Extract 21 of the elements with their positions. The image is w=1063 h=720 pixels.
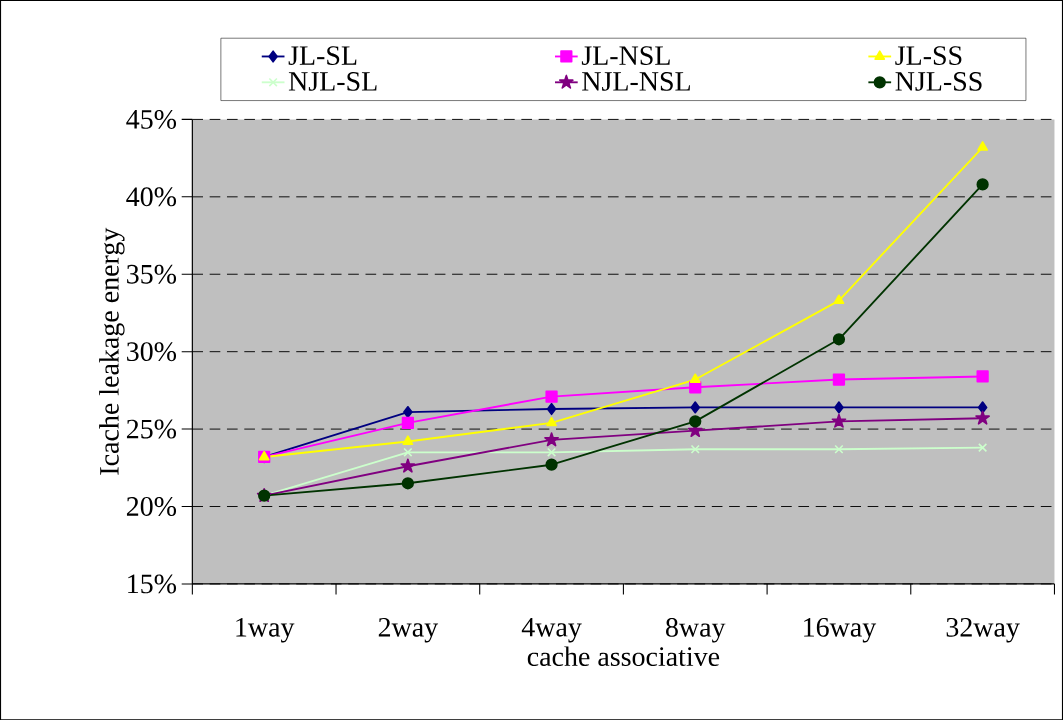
x-tick-label: 2way [378, 617, 439, 643]
legend-label: JL-NSL [581, 46, 670, 65]
x-tick-label: 16way [804, 617, 877, 643]
x-tick-label: 8way [666, 617, 726, 643]
legend-label: NJL-SL [288, 71, 377, 91]
x-tick-label: 4way [521, 617, 582, 643]
legend-label: JL-SL [288, 46, 357, 65]
y-tick-label: 40% [126, 187, 177, 207]
y-tick-label: 45% [126, 109, 177, 129]
y-tick-label: 30% [127, 342, 177, 362]
x-tick-label: 32way [946, 617, 1020, 643]
y-tick-label: 20% [126, 496, 177, 516]
y-tick-label: 15% [128, 574, 177, 594]
x-tick-label: 1way [236, 617, 295, 643]
x-axis-title: cache associative [527, 646, 720, 666]
y-axis-title: Icache leakage energy [99, 227, 125, 475]
legend-label: NJL-SS [895, 71, 982, 91]
legend-label: JL-SS [895, 46, 962, 65]
y-tick-label: 35% [127, 264, 177, 284]
legend-label: NJL-NSL [582, 71, 690, 91]
y-tick-label: 25% [126, 419, 177, 439]
